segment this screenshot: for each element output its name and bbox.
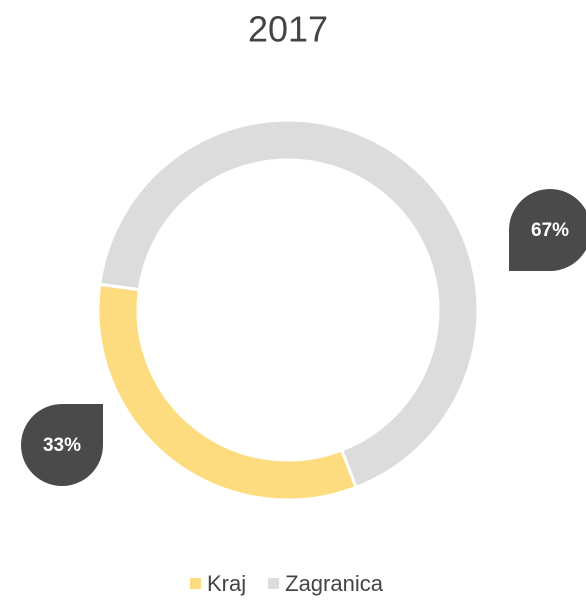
callout [21, 404, 103, 486]
chart-title: 2017 [248, 9, 328, 50]
callout [509, 189, 586, 271]
data-label: 33% [43, 435, 81, 456]
legend-label: Kraj [207, 571, 246, 596]
data-label: 67% [531, 220, 569, 241]
legend-swatch [268, 578, 280, 589]
donut-slice [96, 282, 359, 502]
donut-slice [98, 118, 480, 490]
legend-swatch [190, 578, 201, 589]
legend-label: Zagranica [285, 571, 384, 596]
